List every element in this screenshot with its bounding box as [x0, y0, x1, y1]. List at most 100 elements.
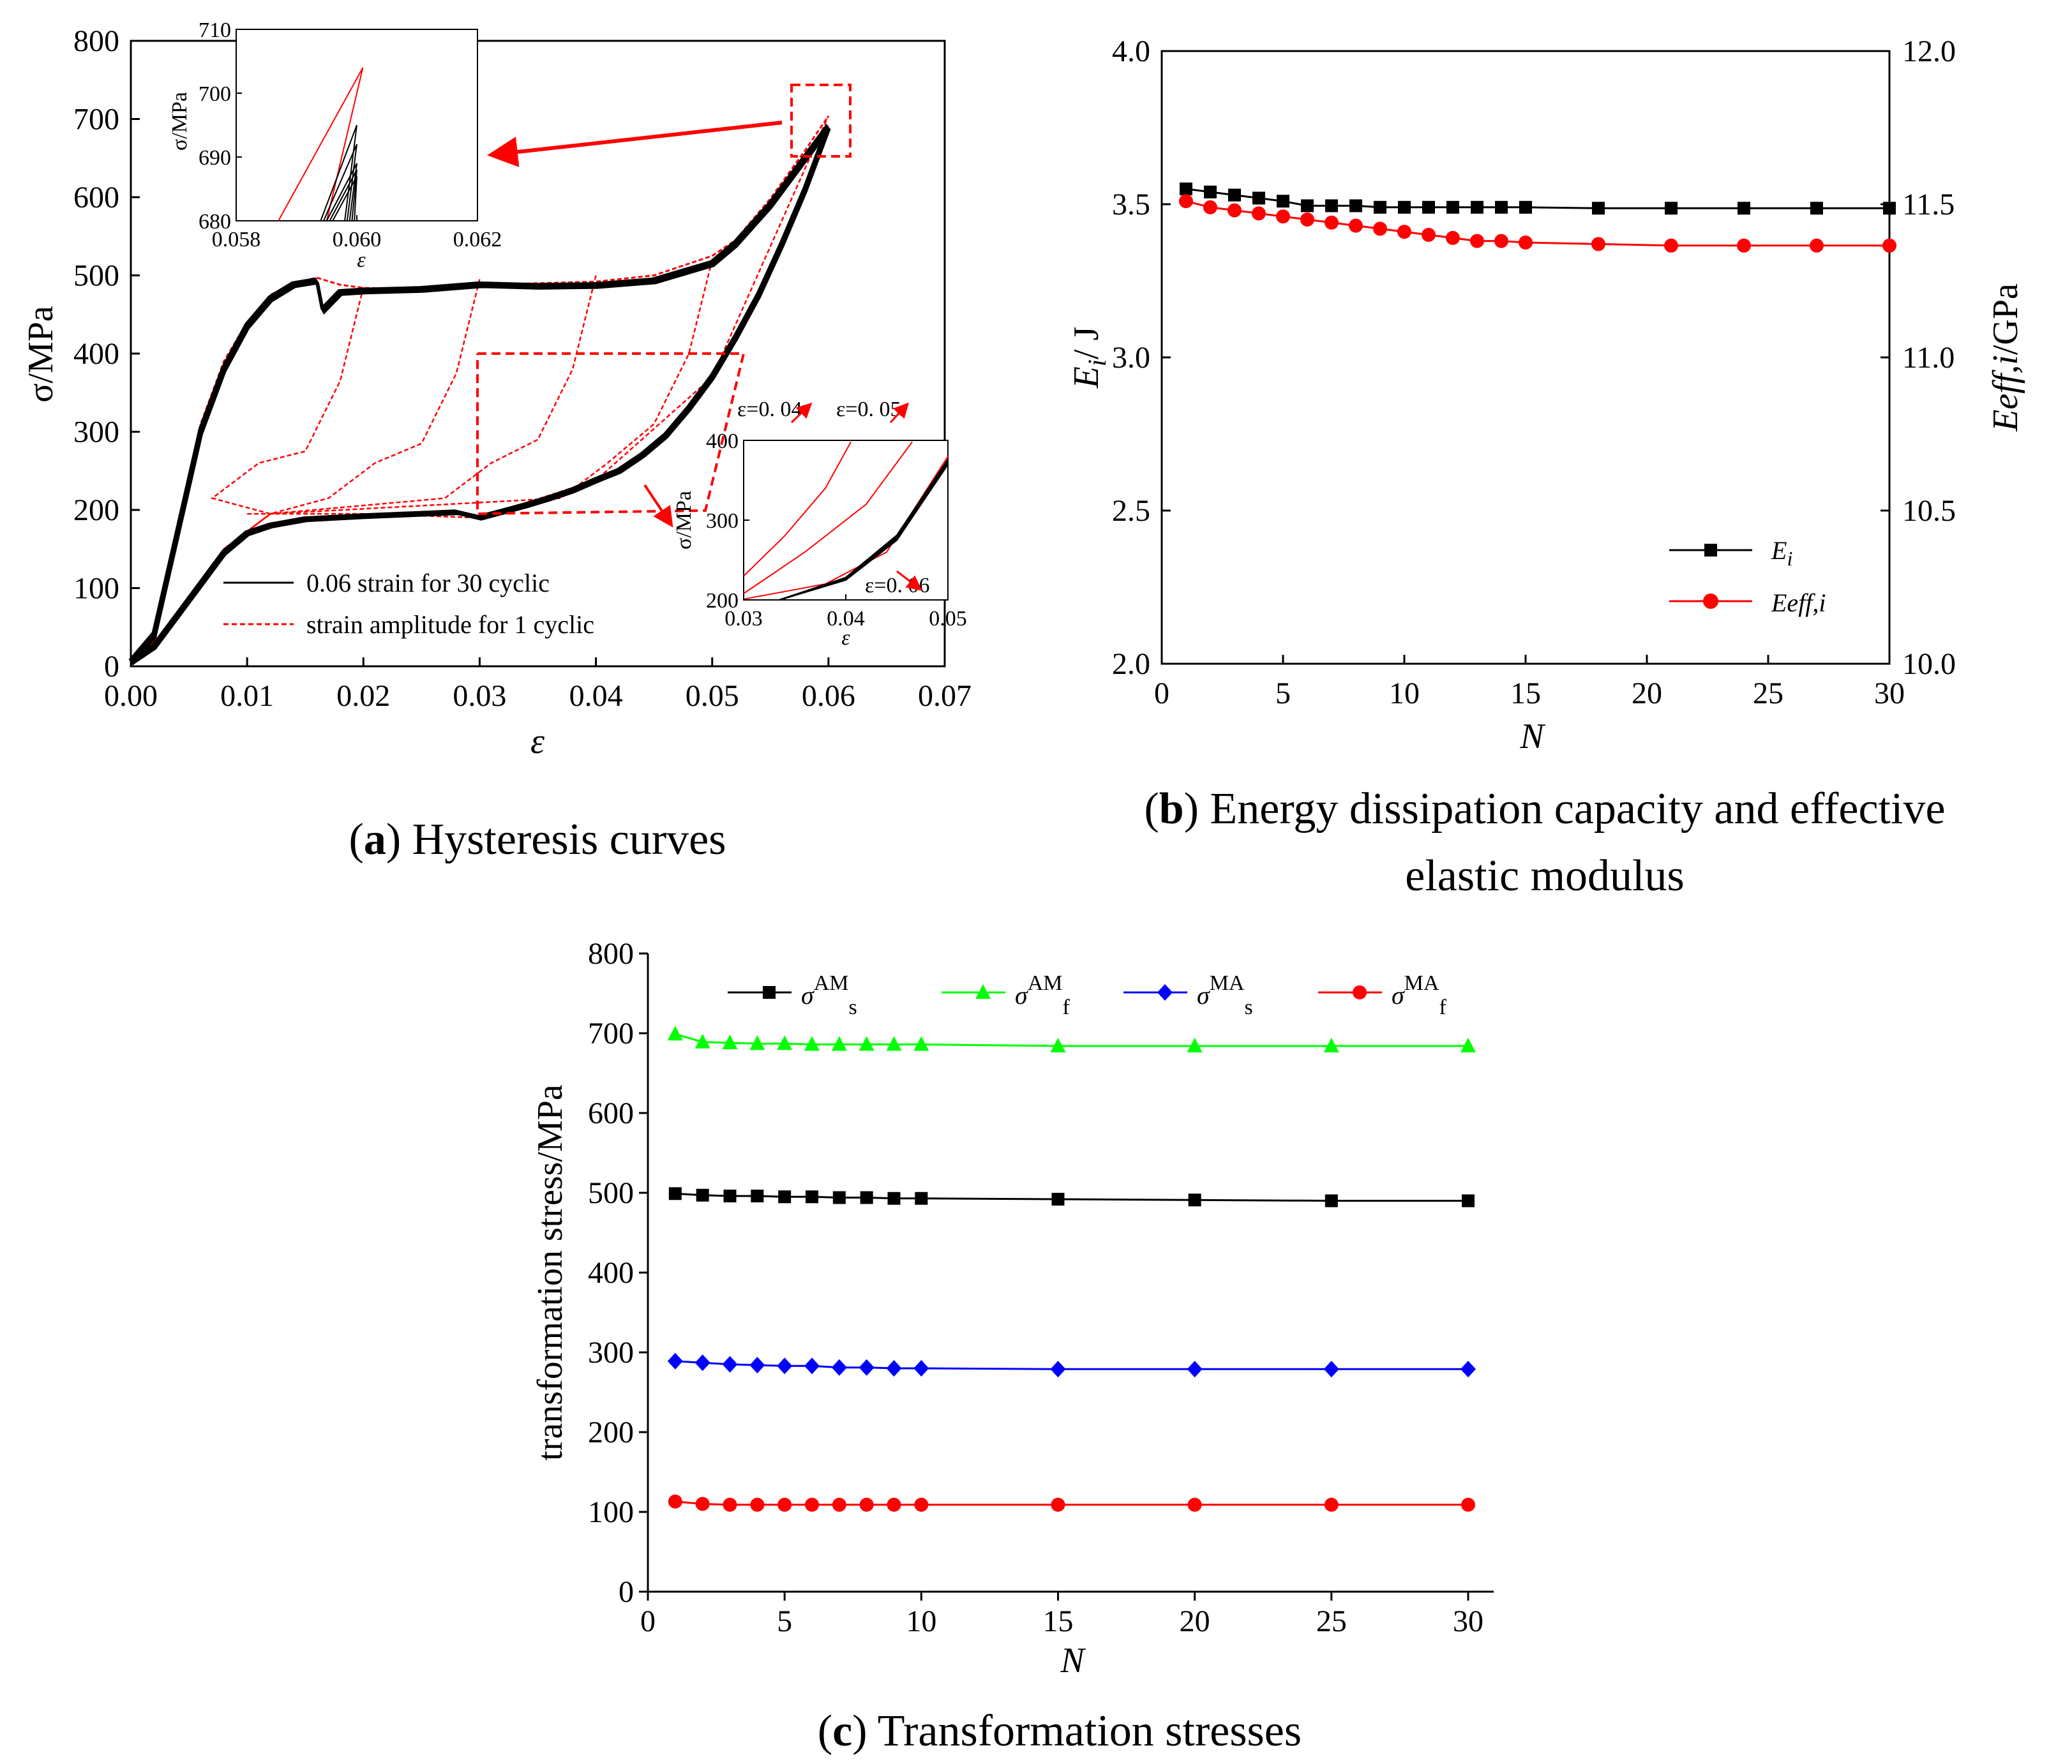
panel-a-x-ticks: 0.00 0.01 0.02 0.03 0.04 0.05 0.06 0.07 [104, 657, 972, 713]
legend-sym: σ [801, 981, 815, 1010]
series-point [750, 1497, 765, 1512]
legend-marker-eeff [1703, 594, 1718, 609]
x-tick-label: 0.07 [918, 679, 972, 713]
y-tick-label: 400 [588, 1256, 634, 1290]
x-tick-label: 0.02 [336, 679, 390, 713]
eeff-point [1494, 234, 1508, 248]
panel-b-y-left-ticks: 2.0 2.5 3.0 3.5 4.0 [1112, 34, 1171, 681]
inset-top-curves [278, 67, 364, 221]
x-tick-label: 15 [1510, 676, 1541, 710]
panel-b-caption-line1: (b) Energy dissipation capacity and effe… [1144, 784, 1945, 833]
panel-c-legend: σAMs σAMf σMAs σMAf [728, 971, 1447, 1019]
annotation-eps-005: ε=0. 05 [836, 398, 901, 421]
annotation-eps-004: ε=0. 04 [737, 398, 802, 421]
series-point [887, 1192, 901, 1205]
eeff-point [1227, 203, 1242, 218]
series-point [1051, 1193, 1065, 1206]
legend-marker [763, 986, 776, 999]
series-point [831, 1036, 847, 1051]
legend-label: σMAf [1392, 971, 1447, 1019]
legend-marker-ei [1704, 544, 1717, 557]
series-point [1187, 1361, 1203, 1378]
eeff-point [1252, 206, 1266, 221]
ei-point [1592, 202, 1605, 215]
inset-top-y-label: σ/MPa [168, 92, 191, 151]
series-point [915, 1192, 928, 1205]
series-line [675, 1360, 1468, 1370]
y-tick-label: 800 [73, 24, 119, 58]
series-point [859, 1359, 875, 1376]
inset-top-black-peak [329, 169, 357, 221]
y-tick-label: 0 [104, 650, 119, 684]
y-tick-label: 500 [73, 259, 119, 293]
inset-bottom-curves [743, 441, 949, 601]
panel-c-y-label: transformation stress/MPa [530, 1084, 570, 1461]
y-tick-label: 100 [73, 572, 119, 606]
series-point [1187, 1497, 1202, 1512]
panel-a-caption-label: a [364, 815, 386, 864]
black-unloading-curve [131, 128, 830, 664]
panel-b-x-ticks: 0 5 10 15 20 25 30 [1154, 655, 1905, 710]
ei-point [1325, 199, 1338, 213]
y-right-tick-label: 10.0 [1902, 647, 1956, 681]
y-tick-label: 800 [588, 937, 634, 971]
eeff-point [1519, 235, 1533, 250]
x-tick-label: 0.00 [104, 679, 158, 713]
panel-b-y-left-label-main: E [1067, 366, 1106, 389]
eeff-point [1203, 200, 1217, 214]
legend-label: σAMf [1015, 971, 1070, 1019]
series-point [832, 1497, 846, 1512]
y-tick-label: 600 [588, 1096, 634, 1130]
legend-label: σMAs [1197, 971, 1253, 1019]
series-point [1188, 1193, 1201, 1207]
series-point [749, 1357, 765, 1373]
inset-bottom-red-004 [743, 442, 852, 577]
black-loading-curve [129, 124, 829, 662]
y-left-tick-label: 4.0 [1112, 34, 1150, 68]
series-point [1323, 1361, 1339, 1378]
series-point [777, 1357, 793, 1375]
y-tick-label: 300 [588, 1336, 634, 1370]
inset-bottom-x-tick-label: 0.05 [929, 607, 967, 631]
series-point [723, 1190, 737, 1202]
panel-c: 0 5 10 15 20 25 30 0 100 200 300 400 500 600 700 800 N… [530, 937, 1494, 1756]
y-tick-label: 200 [588, 1416, 634, 1449]
y-right-tick-label: 11.0 [1902, 341, 1955, 375]
eeff-point [1446, 230, 1460, 245]
y-tick-label: 100 [588, 1495, 634, 1529]
legend-label: σAMs [801, 971, 857, 1019]
black-unloading-curve [130, 126, 830, 664]
inset-top-x-tick-label: 0.058 [212, 228, 261, 251]
series-point [859, 1497, 874, 1512]
inset-top-black-peak [323, 144, 357, 221]
y-left-tick-label: 3.0 [1112, 341, 1150, 375]
black-loading-curve [130, 126, 830, 664]
series-point [805, 1497, 819, 1512]
x-tick-label: 20 [1632, 676, 1662, 710]
panel-a-x-label: ε [530, 722, 545, 761]
series-point [859, 1036, 875, 1051]
y-tick-label: 700 [588, 1017, 634, 1050]
panel-c-series [667, 1026, 1476, 1512]
series-point [804, 1357, 820, 1375]
inset-top-y-tick-label: 680 [199, 210, 231, 234]
eeff-point [1349, 218, 1363, 233]
series-point [777, 1035, 793, 1050]
ei-point [1277, 195, 1289, 208]
panel-b-y-left-label-sub: i [1083, 359, 1111, 366]
x-tick-label: 0.03 [453, 679, 506, 713]
inset-top-black-peak [326, 163, 357, 221]
series-point [668, 1494, 682, 1509]
y-left-tick-label: 2.5 [1112, 494, 1150, 528]
ei-point [1252, 191, 1265, 205]
panel-c-x-label: N [1060, 1641, 1086, 1680]
panel-c-caption: (c) Transformation stresses [818, 1707, 1302, 1756]
black-unloading-curve [128, 124, 828, 661]
x-tick-label: 0.05 [686, 679, 739, 713]
x-tick-label: 10 [906, 1604, 936, 1638]
y-tick-label: 700 [73, 103, 119, 137]
inset-bottom-y-tick-label: 400 [706, 430, 739, 453]
panel-b-y-left-label: Ei/ J [1067, 327, 1111, 389]
eeff-point [1810, 238, 1824, 253]
